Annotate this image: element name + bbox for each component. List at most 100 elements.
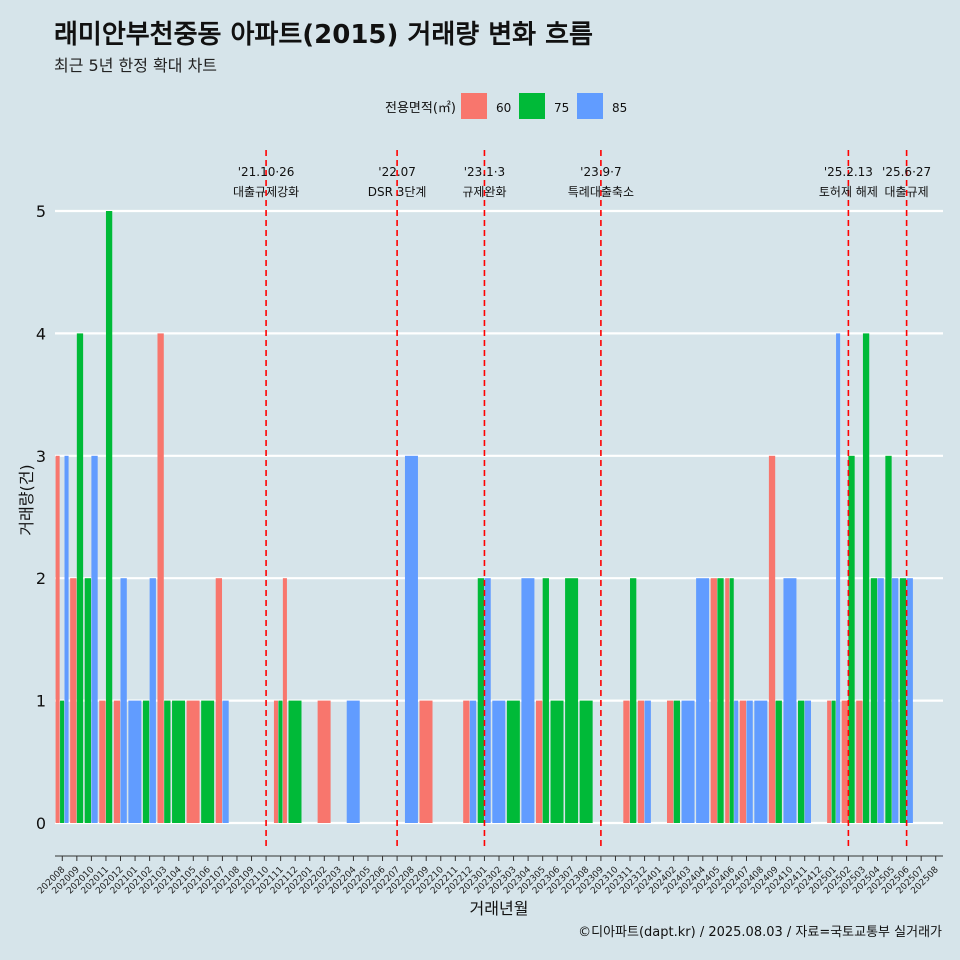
event-label: 대출규제	[885, 185, 929, 199]
bar-202501-75	[831, 700, 836, 823]
bar-202312-60	[637, 700, 645, 823]
bar-202103-60	[157, 333, 164, 823]
bar-202204-85	[346, 700, 360, 823]
bar-202406-75	[729, 578, 734, 823]
axes: 0123452020082020092020102020112020122021…	[17, 202, 943, 918]
event-label: 토허제 해제	[819, 185, 878, 199]
bar-202402-60	[666, 700, 674, 823]
bar-202107-85	[222, 700, 229, 823]
chart-subtitle: 최근 5년 한정 확대 차트	[54, 56, 218, 75]
bar-202411-75	[798, 700, 805, 823]
bar-202312-85	[644, 700, 651, 823]
x-axis-title: 거래년월	[470, 899, 529, 918]
legend-swatch-60	[461, 93, 487, 119]
bar-202107-60	[215, 578, 223, 823]
bar-202503-75	[862, 333, 870, 823]
bar-202009-60	[70, 578, 77, 823]
event-label: 규제완화	[462, 185, 506, 199]
bar-202112-75	[288, 700, 302, 823]
events: '21.10·26 대출규제강화 '22.07 DSR 3단계 '23.1·3 규제완화 '…	[233, 150, 931, 850]
bar-202212-60	[463, 700, 470, 823]
bar-202102-85	[149, 578, 156, 823]
chart-title: 래미안부천중동 아파트(2015) 거래량 변화 흐름	[54, 20, 593, 50]
event-date: '22.07	[378, 165, 416, 179]
y-tick-label: 0	[36, 814, 46, 833]
event-date: '23.1·3	[464, 165, 505, 179]
bar-202407-85	[746, 700, 753, 823]
bar-202409-75	[775, 700, 782, 823]
bar-202506-85	[906, 578, 913, 823]
bar-202505-85	[892, 578, 899, 823]
bars	[55, 211, 913, 823]
bar-202111-75	[278, 700, 283, 823]
bar-202106-75	[201, 700, 215, 823]
y-tick-label: 5	[36, 202, 46, 221]
bar-202501-85	[836, 333, 841, 823]
bar-202009-75	[76, 333, 84, 823]
y-tick-label: 2	[36, 569, 46, 588]
bar-202012-60	[113, 700, 121, 823]
bar-202302-85	[492, 700, 506, 823]
y-tick-label: 1	[36, 692, 46, 711]
bar-202008-60	[55, 455, 60, 823]
bar-202409-60	[768, 455, 776, 823]
bar-202304-85	[521, 578, 535, 823]
bar-202101-85	[128, 700, 142, 823]
bar-202104-75	[172, 700, 186, 823]
bar-202209-60	[419, 700, 433, 823]
bar-202102-75	[142, 700, 150, 823]
legend-label-75: 75	[554, 101, 569, 115]
event-date: '25.2.13	[824, 165, 873, 179]
bar-202010-85	[91, 455, 98, 823]
bar-202407-60	[739, 700, 747, 823]
bar-202404-85	[696, 578, 710, 823]
bar-202105-60	[186, 700, 200, 823]
bar-202303-75	[506, 700, 520, 823]
bar-202504-75	[870, 578, 878, 823]
bar-202311-60	[623, 700, 630, 823]
event-date: '21.10·26	[238, 165, 295, 179]
y-tick-label: 3	[36, 447, 46, 466]
bar-202406-85	[734, 700, 739, 823]
source-caption: ©디아파트(dapt.kr) / 2025.08.03 / 자료=국토교통부 실…	[578, 925, 942, 940]
event-label: DSR 3단계	[368, 185, 427, 199]
bar-202307-75	[565, 578, 579, 823]
bar-202008-85	[64, 455, 69, 823]
bar-202504-85	[877, 578, 884, 823]
bar-202208-85	[404, 455, 418, 823]
bar-202408-85	[754, 700, 768, 823]
bar-202410-85	[783, 578, 797, 823]
bar-202403-85	[681, 700, 695, 823]
bar-202301-75	[477, 578, 485, 823]
bar-202103-75	[164, 700, 171, 823]
bar-202505-75	[885, 455, 892, 823]
legend: 전용면적(㎡) 60 75 85	[385, 93, 627, 119]
legend-label-85: 85	[612, 101, 627, 115]
event-label: 대출규제강화	[233, 185, 299, 199]
bar-202306-75	[550, 700, 564, 823]
bar-202406-60	[725, 578, 730, 823]
bar-202301-85	[484, 578, 491, 823]
bar-202402-75	[673, 700, 680, 823]
bar-202311-75	[630, 578, 637, 823]
bar-202202-60	[317, 700, 331, 823]
bar-202405-75	[717, 578, 724, 823]
event-label: 특례대출축소	[568, 185, 634, 199]
bar-202010-75	[84, 578, 91, 823]
event-date: '25.6·27	[882, 165, 931, 179]
bar-202502-75	[848, 455, 855, 823]
bar-202405-60	[710, 578, 717, 823]
event-date: '23.9·7	[580, 165, 621, 179]
bar-202308-75	[579, 700, 593, 823]
bar-202501-60	[827, 700, 832, 823]
bar-202305-75	[542, 578, 549, 823]
legend-swatch-75	[519, 93, 545, 119]
bar-202506-75	[899, 578, 907, 823]
y-tick-label: 4	[36, 324, 46, 343]
y-axis-title: 거래량(건)	[17, 464, 36, 535]
bar-202305-60	[535, 700, 543, 823]
bar-202502-60	[841, 700, 848, 823]
legend-title: 전용면적(㎡)	[385, 101, 456, 116]
